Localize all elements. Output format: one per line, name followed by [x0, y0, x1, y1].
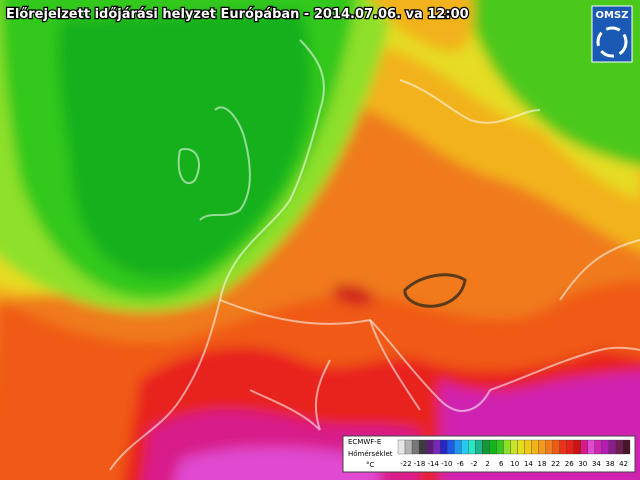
legend: ECMWF-E Hőmérséklet °C -22 -18 -14 -10 -6 -2 2… [342, 435, 636, 473]
legend-tick-label: -18 [414, 460, 425, 468]
legend-swatch [615, 439, 624, 455]
legend-swatch [587, 439, 595, 455]
legend-tick-label: -2 [471, 460, 478, 468]
legend-swatch [538, 439, 546, 455]
legend-swatch [608, 439, 617, 455]
legend-swatch [622, 439, 631, 455]
legend-swatch [503, 439, 511, 455]
legend-swatch [447, 439, 455, 455]
logo-box [591, 5, 633, 63]
legend-swatch [531, 439, 539, 455]
legend-swatch [482, 439, 490, 455]
legend-tick-label: 22 [551, 460, 560, 468]
legend-swatch [418, 439, 427, 455]
legend-swatch [440, 439, 448, 455]
legend-swatch [404, 439, 413, 455]
legend-tick-label: 34 [592, 460, 601, 468]
legend-swatch [411, 439, 420, 455]
legend-tick-label: 18 [538, 460, 547, 468]
legend-tick-label: 2 [485, 460, 489, 468]
legend-swatch [454, 439, 462, 455]
legend-swatch [573, 439, 581, 455]
legend-label: Hőmérséklet [348, 449, 393, 458]
legend-tick-label: 10 [510, 460, 519, 468]
legend-tick-label: -10 [441, 460, 452, 468]
legend-tick-label: 14 [524, 460, 533, 468]
legend-swatch [566, 439, 574, 455]
legend-swatch [397, 439, 406, 455]
coastlines [109, 39, 640, 471]
map-title: Előrejelzett időjárási helyzet Európában… [6, 7, 469, 22]
legend-swatch [475, 439, 483, 455]
legend-swatch [433, 439, 441, 455]
legend-swatch [468, 439, 476, 455]
legend-swatch [545, 439, 553, 455]
legend-swatch [559, 439, 567, 455]
legend-swatch [517, 439, 525, 455]
legend-swatch [496, 439, 504, 455]
legend-tick-label: 38 [606, 460, 615, 468]
legend-tick-label: 42 [619, 460, 628, 468]
legend-swatch [594, 439, 603, 455]
legend-swatch [461, 439, 469, 455]
legend-tick-label: -6 [457, 460, 465, 468]
legend-swatch [601, 439, 610, 455]
legend-swatch [580, 439, 588, 455]
legend-tick-label: 30 [578, 460, 587, 468]
legend-swatch [552, 439, 560, 455]
legend-swatch [524, 439, 532, 455]
hungary-border [403, 273, 467, 308]
legend-swatch [489, 439, 497, 455]
legend-model: ECMWF-E [348, 438, 381, 446]
legend-tick-label: -14 [427, 460, 439, 468]
logo: OMSZ [591, 5, 633, 63]
legend-tick-label: -22 [400, 460, 411, 468]
legend-swatch [510, 439, 518, 455]
legend-tick-label: 6 [499, 460, 504, 468]
legend-unit: °C [366, 461, 375, 469]
logo-text: OMSZ [596, 10, 629, 21]
logo-swirl [596, 26, 628, 58]
legend-tick-label: 26 [565, 460, 574, 468]
legend-swatch [425, 439, 434, 455]
